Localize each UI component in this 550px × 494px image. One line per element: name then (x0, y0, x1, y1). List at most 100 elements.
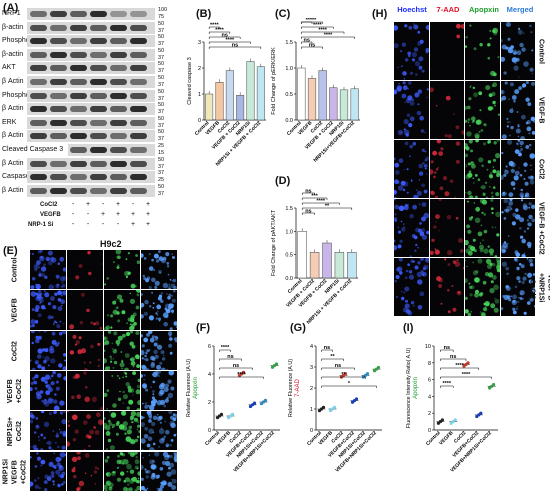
panel-f-label: (F) (196, 322, 211, 334)
significance-label: **** (308, 18, 317, 24)
blot-band (110, 51, 127, 58)
significance-label: ns (305, 209, 311, 215)
micrograph-texture (30, 250, 66, 290)
micrograph-tile (104, 370, 140, 411)
panel-c-label: (C) (275, 8, 291, 20)
micrograph-texture (30, 290, 66, 329)
chart-f: Relative Fluorence (A.U) Apopxin0246Contr… (186, 344, 280, 474)
y-axis-label: Relative Fluorence (A.U) (186, 359, 192, 417)
significance-label: **** (443, 381, 452, 387)
micrograph-h-column-label: Apopxin (469, 5, 499, 14)
micrograph-tile (500, 140, 535, 198)
significance-bracket (208, 26, 220, 29)
y-axis-colored-label: Apopxin (193, 377, 199, 399)
kda-marker: 37 (158, 136, 165, 143)
micrograph-texture (141, 451, 177, 491)
micrograph-e-row-label: VEGFB (11, 298, 19, 323)
micrograph-tile (465, 258, 500, 316)
micrograph-texture (455, 23, 464, 39)
micrograph-texture (500, 81, 535, 139)
kda-marker: 37 (158, 54, 165, 61)
micrograph-h-row-label: VEGF-B (537, 97, 545, 124)
micrograph-texture (141, 411, 177, 451)
data-point (492, 383, 496, 387)
blot-band (130, 51, 147, 58)
blot-row-label: Caspase 3 (2, 173, 36, 181)
micrograph-tile (429, 81, 464, 139)
kda-marker: 50 (158, 183, 165, 190)
bar (347, 252, 357, 279)
micrograph-texture (71, 371, 103, 411)
micrograph-tile (500, 81, 535, 139)
micrograph-tile (141, 370, 177, 411)
blot-band (70, 119, 87, 126)
blot-band (30, 51, 47, 58)
blot-band (70, 133, 87, 140)
kda-marker: 37 (158, 82, 165, 88)
micrograph-texture (67, 411, 103, 451)
micrograph-texture (465, 199, 500, 257)
chart-c: Fold Change of pERK/ERK0.00.51.01.5Contr… (271, 18, 360, 164)
significance-bracket (219, 349, 231, 352)
blot-band (110, 79, 127, 85)
blot-row-label: Phospho-AKT (2, 37, 46, 45)
micrograph-tile (141, 330, 177, 370)
micrograph-tile (500, 258, 535, 316)
kda-marker: 50 (158, 34, 165, 41)
micrograph-h-column-label: 7-AAD (436, 5, 460, 14)
micrograph-e-row-label: CoCl2 (11, 340, 19, 361)
micrograph-texture (394, 199, 429, 257)
significance-bracket (440, 358, 467, 361)
blot-band (30, 174, 47, 181)
micrograph-tile (104, 411, 140, 451)
blot-band (30, 38, 47, 45)
blot-row-label: β-actin (2, 23, 24, 31)
micrograph-texture (71, 451, 99, 491)
micrograph-texture (104, 451, 140, 491)
significance-label: *** (311, 194, 318, 200)
micrograph-tile (104, 451, 140, 491)
micrograph-h-column-label: Merged (506, 5, 534, 14)
y-tick-label: 8 (428, 361, 431, 367)
blot-band (70, 187, 87, 194)
blot-band (50, 65, 67, 72)
micrograph-h-grid (394, 22, 536, 318)
blot-row-label: ERK (2, 118, 17, 126)
y-tick-label: 4 (428, 394, 431, 400)
micrograph-texture (500, 258, 535, 315)
blot-band (130, 133, 147, 140)
blot-band (70, 11, 87, 17)
micrograph-tile (429, 199, 464, 257)
blot-band (50, 160, 67, 167)
treatment-label: VEGFB (40, 212, 61, 219)
blot-band (110, 106, 127, 113)
significance-bracket (301, 207, 353, 210)
blot-band (90, 147, 107, 153)
micrograph-tile (465, 22, 500, 80)
micrograph-texture (429, 140, 460, 198)
significance-label: * (348, 381, 351, 387)
blot-band (70, 106, 87, 113)
micrograph-texture (465, 82, 500, 139)
blot-band (50, 119, 67, 126)
blot-band (130, 24, 147, 31)
blot-row-label: Cleaved Caspase 3 (2, 146, 64, 153)
y-tick-label: 1.5 (285, 40, 293, 46)
micrograph-texture (394, 23, 429, 80)
kda-marker: 50 (158, 102, 165, 109)
micrograph-tile (67, 370, 103, 411)
micrograph-tile (394, 22, 429, 80)
bar (297, 67, 306, 121)
blot-band (30, 11, 47, 17)
blot-band (110, 160, 127, 167)
blot-band (30, 133, 47, 140)
kda-marker: 37 (158, 95, 165, 102)
blot-band (70, 147, 87, 153)
y-tick-label: 2 (208, 400, 211, 406)
significance-bracket (321, 349, 333, 352)
treatment-label: CoCl2 (40, 202, 58, 209)
micrograph-tile (67, 290, 103, 330)
micrograph-tile (500, 199, 535, 257)
treatment-sign: + (130, 211, 136, 219)
blot-band (110, 187, 127, 194)
